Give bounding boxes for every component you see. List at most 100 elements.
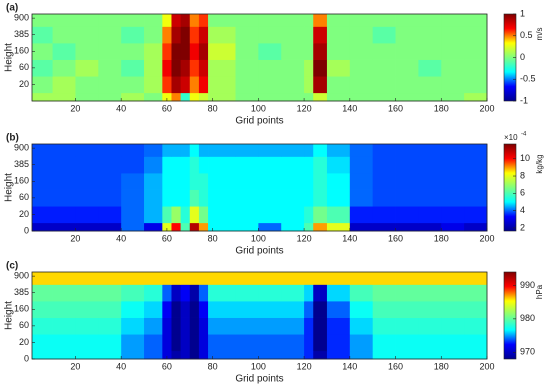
heatmap-cell <box>313 144 328 157</box>
plot-frame <box>31 13 488 102</box>
heatmap-cell <box>208 272 236 285</box>
heatmap-cell <box>98 26 122 44</box>
heatmap-cell <box>52 350 76 360</box>
heatmap-cell <box>258 350 282 360</box>
heatmap-cell <box>198 59 209 77</box>
colorbar-tick-label: 1 <box>520 8 525 18</box>
heatmap-cell <box>121 173 145 190</box>
heatmap-cell <box>171 272 182 285</box>
heatmap-cell <box>418 284 442 302</box>
heatmap-cell <box>326 59 351 77</box>
heatmap-cell <box>32 284 53 302</box>
heatmap-cell <box>281 206 305 224</box>
heatmap-cell <box>208 76 236 94</box>
heatmap-cell <box>189 92 200 102</box>
heatmap-cell <box>372 206 396 224</box>
heatmap-cell <box>144 317 163 335</box>
heatmap-cell <box>372 272 396 285</box>
heatmap-cell <box>180 156 191 174</box>
heatmap-cell <box>441 76 465 94</box>
heatmap-cell <box>372 76 396 94</box>
heatmap-cell <box>180 26 191 44</box>
heatmap-cell <box>198 284 209 302</box>
x-tick-label: 120 <box>297 361 312 371</box>
heatmap-cell <box>198 301 209 318</box>
colorbar-multiplier: ×10 <box>504 133 518 142</box>
heatmap-cell <box>281 59 305 77</box>
heatmap-cell <box>258 76 282 94</box>
panel-label: (b) <box>6 133 19 144</box>
heatmap-cell <box>121 350 145 360</box>
heatmap-cell <box>304 284 314 302</box>
heatmap-cell <box>121 334 145 352</box>
y-tick-label: 900 <box>14 143 29 153</box>
heatmap-cell <box>326 272 351 285</box>
heatmap-cell <box>75 173 99 190</box>
heatmap-cell <box>180 173 191 190</box>
heatmap-cell <box>235 272 259 285</box>
heatmap-cell <box>171 317 182 335</box>
heatmap-cell <box>171 144 182 157</box>
heatmap-cell <box>198 334 209 352</box>
heatmap-cell <box>281 317 305 335</box>
heatmap-cell <box>372 350 396 360</box>
heatmap-cell <box>395 173 419 190</box>
colorbar-exponent: -4 <box>521 132 527 138</box>
heatmap-cell <box>189 350 200 360</box>
heatmap-cell <box>258 43 282 60</box>
heatmap-cell <box>349 26 374 44</box>
heatmap-cell <box>171 156 182 174</box>
heatmap-cell <box>32 156 53 174</box>
x-tick-label: 200 <box>479 103 494 113</box>
heatmap-cell <box>198 92 209 102</box>
heatmap-cell <box>180 189 191 207</box>
heatmap-cell <box>75 272 99 285</box>
heatmap-cell <box>313 317 328 335</box>
heatmap-cell <box>162 301 172 318</box>
x-tick-label: 180 <box>434 233 449 243</box>
x-tick-label: 160 <box>388 361 403 371</box>
heatmap-cell <box>326 43 351 60</box>
heatmap-cell <box>171 301 182 318</box>
heatmap-cell <box>98 173 122 190</box>
heatmap-cell <box>464 350 488 360</box>
heatmap-cell <box>198 350 209 360</box>
heatmap-cell <box>208 334 236 352</box>
heatmap-cell <box>464 317 488 335</box>
y-tick-label: 60 <box>19 320 29 330</box>
heatmap-cell <box>162 173 172 190</box>
y-axis-label: Height <box>4 173 15 202</box>
heatmap-cell <box>313 206 328 224</box>
heatmap-cell <box>464 301 488 318</box>
heatmap-cell <box>395 76 419 94</box>
heatmap-cell <box>258 222 282 232</box>
heatmap-cell <box>198 26 209 44</box>
heatmap-cell <box>52 284 76 302</box>
heatmap-cell <box>281 334 305 352</box>
heatmap-cell <box>52 272 76 285</box>
heatmap-cell <box>395 144 419 157</box>
x-tick-label: 100 <box>251 361 266 371</box>
heatmap-cell <box>418 144 442 157</box>
heatmap-cell <box>162 334 172 352</box>
heatmap-cell <box>441 173 465 190</box>
heatmap-cell <box>198 206 209 224</box>
heatmap-cell <box>235 92 259 102</box>
heatmap-cell <box>180 14 191 27</box>
heatmap-cell <box>208 206 236 224</box>
heatmap-cell <box>464 59 488 77</box>
heatmap-cell <box>349 43 374 60</box>
heatmap-cell <box>418 14 442 27</box>
y-tick-label: 385 <box>14 29 29 39</box>
heatmap-cell <box>121 14 145 27</box>
y-tick-label: 0 <box>24 353 29 363</box>
heatmap-cell <box>189 173 200 190</box>
heatmap-cell <box>180 76 191 94</box>
heatmap-cell <box>144 92 163 102</box>
heatmap-cell <box>32 14 53 27</box>
heatmap-cell <box>235 43 259 60</box>
heatmap-cell <box>418 222 442 232</box>
heatmap-cell <box>75 284 99 302</box>
heatmap-cell <box>349 14 374 27</box>
heatmap-cell <box>418 301 442 318</box>
